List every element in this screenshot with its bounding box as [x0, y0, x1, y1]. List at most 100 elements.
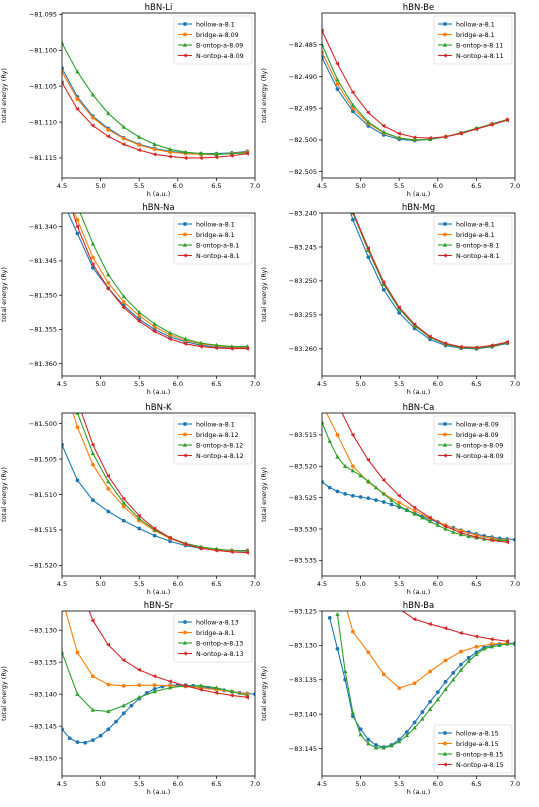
data-point — [62, 66, 64, 71]
data-point — [121, 142, 126, 147]
data-point — [366, 255, 371, 260]
data-point — [451, 677, 456, 682]
y-tick-label: −83.535 — [289, 557, 317, 565]
y-tick-label: −83.140 — [29, 690, 57, 698]
data-point — [62, 650, 65, 655]
y-tick-label: −81.505 — [29, 455, 57, 463]
chart-panel-2: hBN-Be total energy (Ry) h (a.u.) 4.5 5.0 5.5… — [260, 3, 520, 198]
x-tick-label: 6.5 — [471, 380, 481, 388]
data-point — [137, 683, 142, 688]
data-point — [350, 432, 355, 438]
y-tick-label: −81.110 — [29, 118, 57, 126]
legend-marker — [182, 453, 187, 458]
data-point — [412, 137, 417, 142]
data-point — [397, 135, 402, 140]
y-tick-label: −83.145 — [29, 722, 57, 730]
x-axis-label: h (a.u.) — [147, 788, 171, 796]
data-point — [75, 399, 79, 403]
data-point — [198, 687, 203, 692]
legend-label: hollow-a-8.13 — [196, 619, 239, 626]
data-point — [198, 155, 203, 161]
y-axis-label: total energy (Ry) — [0, 68, 8, 123]
data-point — [121, 305, 126, 310]
data-point — [443, 526, 448, 531]
data-point — [121, 500, 126, 505]
data-point — [136, 147, 141, 153]
data-point — [350, 468, 356, 473]
data-point — [412, 720, 417, 725]
data-point — [343, 463, 348, 468]
y-axis-label: total energy (Ry) — [260, 666, 268, 721]
data-point — [106, 272, 111, 277]
chart-title: hBN-K — [145, 403, 172, 413]
data-point — [412, 135, 417, 140]
data-point — [335, 612, 340, 617]
data-point — [512, 641, 515, 646]
series-line-1 — [62, 684, 255, 744]
y-tick-label: −83.150 — [29, 754, 57, 762]
data-point — [90, 442, 95, 448]
data-point — [322, 28, 324, 33]
data-point — [67, 736, 72, 741]
x-axis-label: h (a.u.) — [147, 588, 171, 596]
data-point — [350, 493, 355, 498]
data-point — [152, 689, 157, 694]
x-tick-label: 7.0 — [250, 780, 260, 788]
x-tick-label: 5.0 — [355, 780, 365, 788]
y-tick-label: −83.530 — [289, 525, 317, 533]
data-point — [121, 683, 126, 688]
data-point — [152, 321, 157, 326]
data-point — [396, 131, 401, 136]
data-point — [381, 588, 385, 592]
data-point — [327, 485, 332, 490]
legend-marker — [443, 222, 447, 226]
legend-label: bridge-a-8.09 — [196, 32, 239, 39]
chart-title: hBN-Sr — [144, 601, 174, 611]
y-tick-label: −83.140 — [289, 710, 317, 718]
data-point — [335, 61, 340, 66]
data-point — [167, 336, 172, 342]
data-point — [443, 686, 448, 692]
data-point — [459, 649, 463, 654]
data-point — [322, 42, 325, 47]
plot-frame — [61, 412, 256, 577]
legend-label: hollow-a-8.15 — [456, 730, 499, 737]
plot-area — [62, 40, 250, 161]
data-point — [105, 473, 110, 479]
legend: hollow-a-8.1 bridge-a-8.12 B-ontop-a-8.12 N… — [173, 415, 253, 465]
plot-area — [327, 588, 515, 750]
data-point — [322, 50, 324, 55]
data-point — [489, 122, 494, 127]
data-point — [412, 617, 417, 622]
data-point — [466, 655, 471, 660]
data-point — [397, 310, 402, 315]
data-point — [75, 413, 80, 415]
x-tick-label: 5.5 — [394, 380, 404, 388]
x-tick-label: 5.0 — [355, 182, 365, 190]
data-point — [121, 504, 126, 509]
data-point — [152, 329, 157, 334]
x-tick-label: 7.0 — [510, 580, 520, 588]
x-axis-label: h (a.u.) — [147, 388, 171, 396]
data-point — [62, 80, 64, 85]
data-point — [412, 508, 417, 513]
x-tick-label: 4.5 — [317, 580, 327, 588]
data-point — [404, 733, 410, 738]
data-point — [365, 246, 370, 251]
data-point — [98, 733, 103, 738]
data-point — [343, 491, 348, 496]
legend-label: N-ontop-a-8.1 — [456, 253, 500, 260]
x-tick-label: 6.5 — [471, 780, 481, 788]
chart-panel-8: hBN-Ba total energy (Ry) h (a.u.) 4.5 5.0 5.5… — [260, 588, 520, 796]
legend-label: N-ontop-a-8.09 — [456, 453, 504, 460]
y-tick-label: −83.250 — [289, 277, 317, 285]
data-point — [381, 123, 386, 129]
x-tick-label: 6.0 — [433, 580, 443, 588]
data-point — [505, 641, 510, 646]
y-tick-label: −83.515 — [289, 431, 317, 439]
data-point — [244, 151, 249, 156]
legend-marker — [442, 762, 447, 767]
data-point — [75, 217, 80, 222]
data-point — [320, 402, 324, 406]
